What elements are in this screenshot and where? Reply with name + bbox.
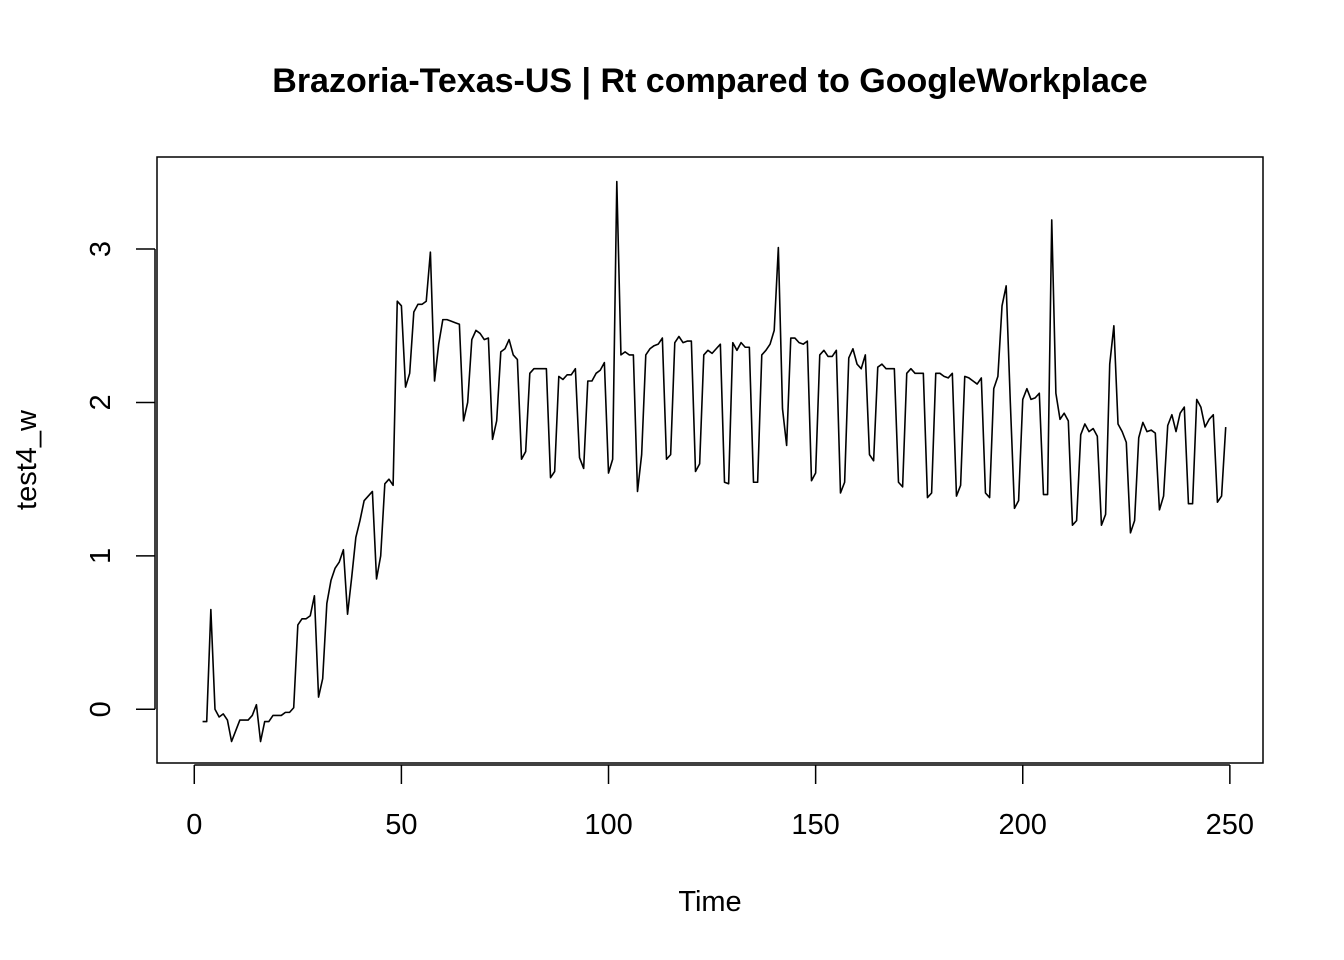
x-tick-label: 100: [584, 809, 632, 841]
y-tick-label: 2: [85, 394, 117, 410]
x-tick-label: 250: [1206, 809, 1254, 841]
x-tick-label: 200: [999, 809, 1047, 841]
plot-frame: [156, 156, 1264, 764]
y-tick-label: 3: [85, 241, 117, 257]
chart-title: Brazoria-Texas-US | Rt compared to Googl…: [272, 62, 1147, 100]
x-axis-label: Time: [678, 886, 741, 918]
series-line: [202, 180, 1227, 743]
x-tick-label: 150: [791, 809, 839, 841]
y-tick-label: 0: [85, 701, 117, 717]
x-tick-label: 0: [186, 809, 202, 841]
y-axis-label: test4_w: [11, 409, 43, 510]
y-tick-label: 1: [85, 548, 117, 564]
y-axis: 0 1 2 3: [85, 241, 156, 717]
x-tick-label: 50: [385, 809, 417, 841]
x-axis: 0 50 100 150 200 250: [186, 764, 1254, 841]
